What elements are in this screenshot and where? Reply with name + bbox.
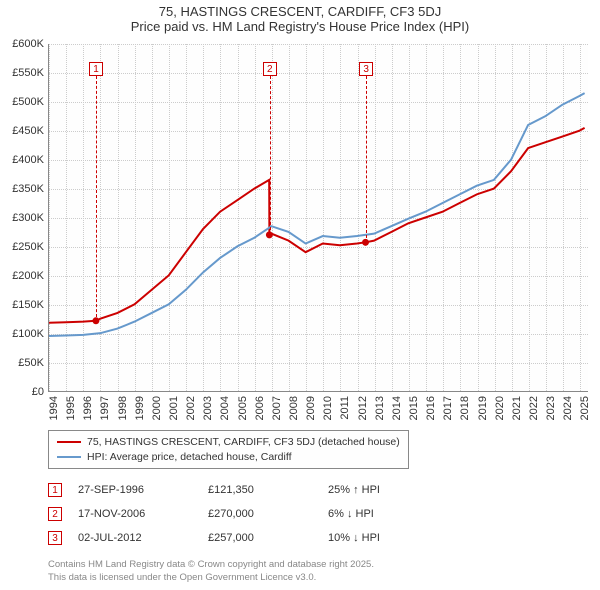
y-tick-label: £50K <box>18 357 44 369</box>
x-axis: 1994 1995 1996 1997 1998 1999 2000 2001 2002 2003… <box>48 394 588 434</box>
y-tick-label: £300K <box>12 212 44 224</box>
x-tick-label: 2002 <box>185 396 197 420</box>
legend-label: HPI: Average price, detached house, Card… <box>87 450 292 465</box>
x-tick-label: 2011 <box>339 396 351 420</box>
x-tick-label: 2003 <box>202 396 214 420</box>
x-tick-label: 2022 <box>528 396 540 420</box>
x-tick-label: 2023 <box>545 396 557 420</box>
series-hpi <box>49 93 585 336</box>
sale-row: 2 17-NOV-2006£270,0006% ↓ HPI <box>48 502 448 526</box>
y-axis: £0£50K£100K£150K£200K£250K£300K£350K£400… <box>0 44 46 392</box>
sale-marker-line <box>270 76 271 235</box>
y-tick-label: £100K <box>12 328 44 340</box>
legend-label: 75, HASTINGS CRESCENT, CARDIFF, CF3 5DJ … <box>87 435 400 450</box>
y-tick-label: £450K <box>12 125 44 137</box>
sale-row: 1 27-SEP-1996£121,35025% ↑ HPI <box>48 478 448 502</box>
sale-date: 17-NOV-2006 <box>78 508 208 520</box>
x-tick-label: 2007 <box>271 396 283 420</box>
x-tick-label: 2015 <box>408 396 420 420</box>
y-tick-label: £550K <box>12 67 44 79</box>
x-tick-label: 2010 <box>322 396 334 420</box>
y-tick-label: £400K <box>12 154 44 166</box>
attribution-line2: This data is licensed under the Open Gov… <box>48 572 374 584</box>
sale-marker-badge: 1 <box>48 483 62 497</box>
sale-marker-line <box>96 76 97 322</box>
x-tick-label: 2013 <box>374 396 386 420</box>
chart-svg <box>49 44 588 391</box>
x-tick-label: 1997 <box>99 396 111 420</box>
sale-price: £270,000 <box>208 508 328 520</box>
x-tick-label: 1996 <box>82 396 94 420</box>
x-tick-label: 2021 <box>511 396 523 420</box>
plot-area: 1 2 3 <box>48 44 588 392</box>
sale-marker-badge: 2 <box>263 62 277 76</box>
x-tick-label: 2012 <box>357 396 369 420</box>
sale-date: 02-JUL-2012 <box>78 532 208 544</box>
x-tick-label: 2020 <box>494 396 506 420</box>
sale-price: £257,000 <box>208 532 328 544</box>
legend-row: HPI: Average price, detached house, Card… <box>57 450 400 465</box>
x-tick-label: 2024 <box>562 396 574 420</box>
y-tick-label: £600K <box>12 38 44 50</box>
chart-title-line1: 75, HASTINGS CRESCENT, CARDIFF, CF3 5DJ <box>0 4 600 19</box>
x-tick-label: 2025 <box>579 396 591 420</box>
series-price_paid <box>49 128 585 323</box>
x-tick-label: 2017 <box>442 396 454 420</box>
y-tick-label: £250K <box>12 241 44 253</box>
y-tick-label: £350K <box>12 183 44 195</box>
y-tick-label: £200K <box>12 270 44 282</box>
x-tick-label: 2006 <box>254 396 266 420</box>
x-tick-label: 1995 <box>65 396 77 420</box>
sale-marker-badge: 2 <box>48 507 62 521</box>
x-tick-label: 2009 <box>305 396 317 420</box>
legend-swatch <box>57 441 81 443</box>
sale-diff: 10% ↓ HPI <box>328 532 448 544</box>
x-tick-label: 2008 <box>288 396 300 420</box>
legend-swatch <box>57 456 81 458</box>
sale-marker-line <box>366 76 367 243</box>
x-tick-label: 1994 <box>48 396 60 420</box>
sales-table: 1 27-SEP-1996£121,35025% ↑ HPI 2 17-NOV-200… <box>48 478 448 550</box>
x-tick-label: 2019 <box>477 396 489 420</box>
sale-marker-badge: 3 <box>48 531 62 545</box>
x-tick-label: 2016 <box>425 396 437 420</box>
chart-title-block: 75, HASTINGS CRESCENT, CARDIFF, CF3 5DJ … <box>0 0 600 34</box>
sale-diff: 25% ↑ HPI <box>328 484 448 496</box>
x-tick-label: 2004 <box>219 396 231 420</box>
x-tick-label: 2000 <box>151 396 163 420</box>
x-tick-label: 1999 <box>134 396 146 420</box>
legend-row: 75, HASTINGS CRESCENT, CARDIFF, CF3 5DJ … <box>57 435 400 450</box>
legend: 75, HASTINGS CRESCENT, CARDIFF, CF3 5DJ … <box>48 430 409 469</box>
x-tick-label: 1998 <box>117 396 129 420</box>
chart-container: 75, HASTINGS CRESCENT, CARDIFF, CF3 5DJ … <box>0 0 600 590</box>
sale-diff: 6% ↓ HPI <box>328 508 448 520</box>
x-tick-label: 2014 <box>391 396 403 420</box>
sale-marker-badge: 1 <box>89 62 103 76</box>
attribution: Contains HM Land Registry data © Crown c… <box>48 559 374 584</box>
sale-price: £121,350 <box>208 484 328 496</box>
y-tick-label: £0 <box>32 386 44 398</box>
chart-title-line2: Price paid vs. HM Land Registry's House … <box>0 19 600 34</box>
x-tick-label: 2018 <box>459 396 471 420</box>
x-tick-label: 2005 <box>237 396 249 420</box>
sale-date: 27-SEP-1996 <box>78 484 208 496</box>
x-tick-label: 2001 <box>168 396 180 420</box>
sale-row: 3 02-JUL-2012£257,00010% ↓ HPI <box>48 526 448 550</box>
sale-marker-badge: 3 <box>359 62 373 76</box>
attribution-line1: Contains HM Land Registry data © Crown c… <box>48 559 374 571</box>
y-tick-label: £500K <box>12 96 44 108</box>
y-tick-label: £150K <box>12 299 44 311</box>
